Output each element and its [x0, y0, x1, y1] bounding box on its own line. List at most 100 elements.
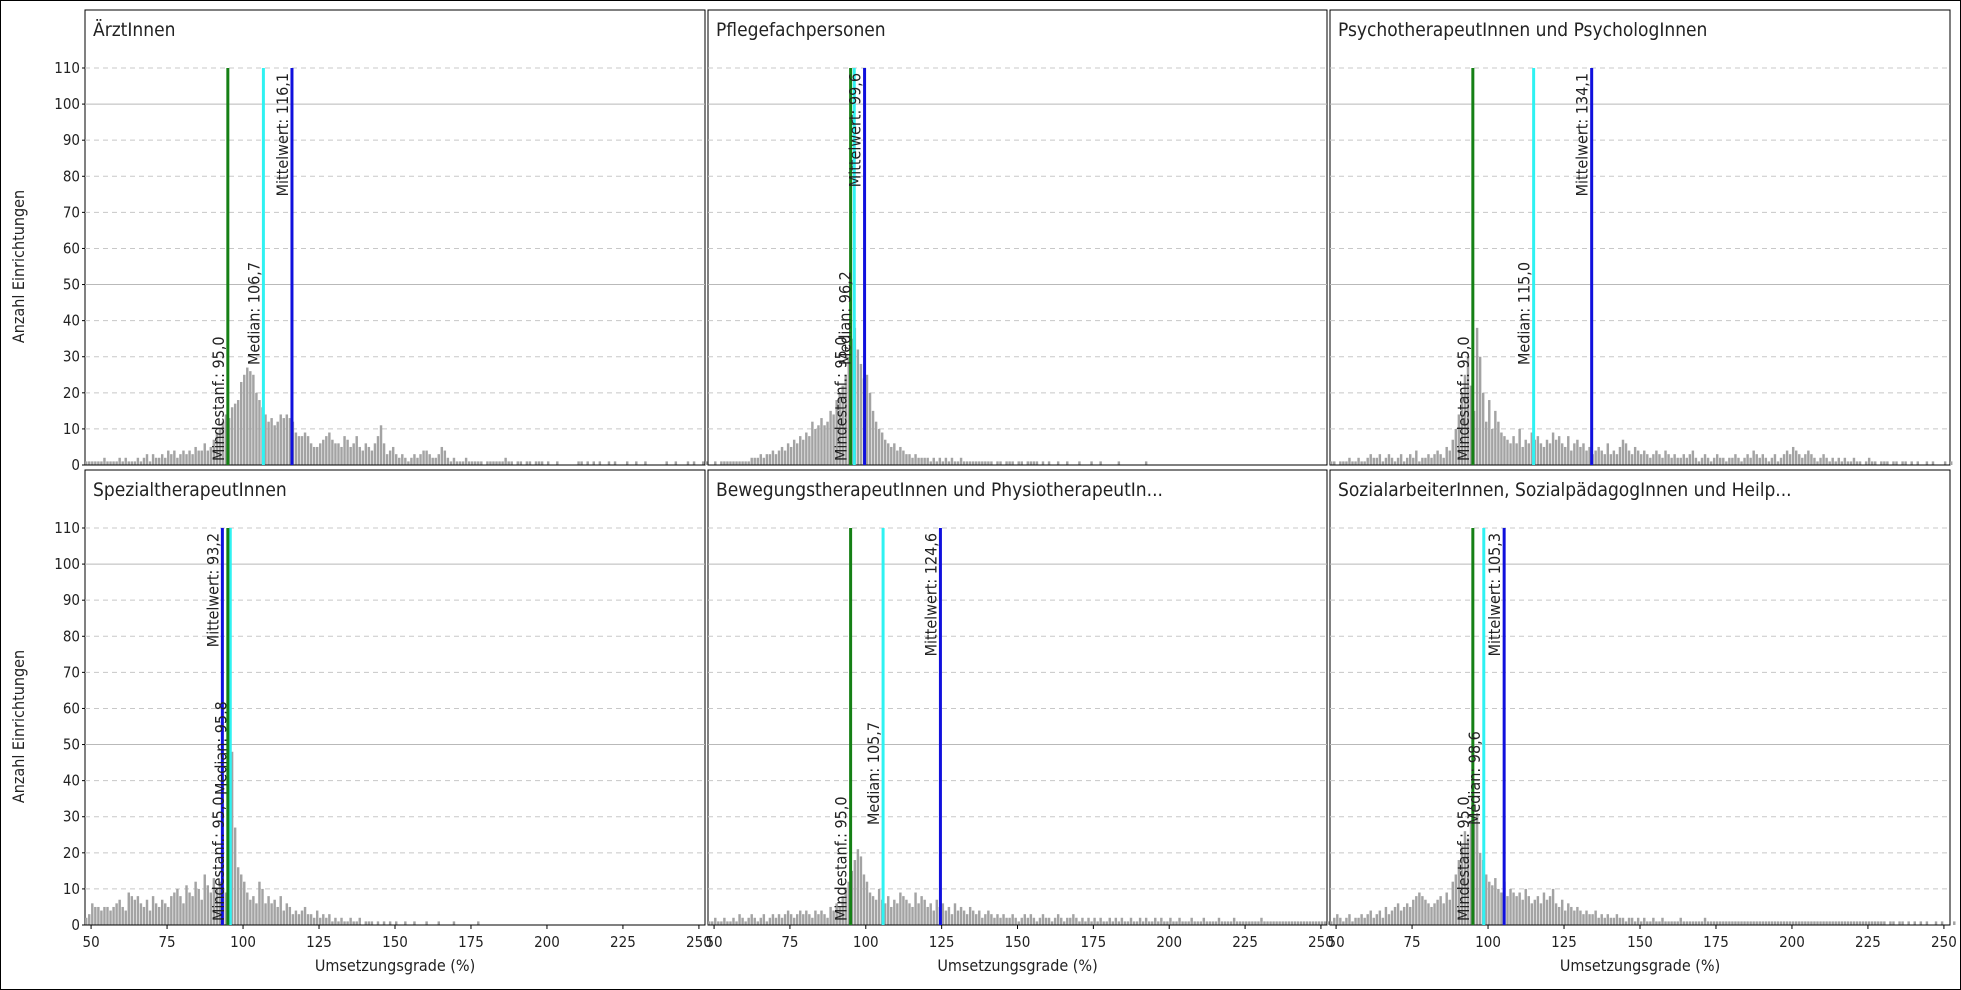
histogram-bar: [1132, 921, 1136, 925]
histogram-bar: [1220, 921, 1224, 925]
x-tick-label: 100: [853, 933, 879, 951]
histogram-bar: [1427, 903, 1430, 925]
histogram-bar: [1731, 457, 1734, 465]
histogram-bar: [1351, 921, 1354, 925]
histogram-bar: [1640, 921, 1643, 925]
histogram-bar: [437, 921, 440, 925]
histogram-bar: [607, 461, 611, 465]
histogram-bar: [1925, 921, 1929, 925]
histogram-bar: [1430, 457, 1433, 465]
histogram-bar: [777, 914, 781, 925]
histogram-bar: [97, 906, 100, 925]
histogram-bar: [285, 414, 289, 465]
histogram-bar: [1573, 443, 1576, 465]
histogram-bar: [185, 454, 188, 465]
histogram-bar: [255, 903, 258, 925]
panel-frame: [84, 469, 706, 926]
histogram-bar: [941, 461, 945, 465]
histogram-bar: [276, 421, 279, 465]
histogram-bar: [452, 921, 456, 925]
histogram-bar: [811, 421, 814, 465]
histogram-bar: [343, 921, 346, 925]
histogram-bar: [1181, 921, 1184, 925]
histogram-bar: [1867, 921, 1871, 925]
histogram-bar: [1205, 921, 1209, 925]
histogram-bar: [1925, 461, 1929, 465]
histogram-bar: [811, 917, 814, 925]
histogram-bar: [1393, 906, 1397, 925]
histogram-bar: [504, 457, 507, 465]
histogram-bar: [364, 443, 368, 465]
histogram-bar: [880, 432, 884, 465]
y-tick-label: 30: [63, 808, 80, 826]
histogram-bar: [352, 921, 355, 925]
histogram-bar: [1500, 892, 1503, 925]
histogram-bar: [1685, 457, 1689, 465]
y-tick-label: 40: [63, 312, 80, 330]
histogram-bar: [1603, 917, 1606, 925]
histogram-bar: [167, 450, 170, 465]
histogram-bar: [197, 888, 200, 925]
histogram-bar: [1527, 896, 1530, 925]
histogram-bar: [947, 906, 951, 925]
histogram-bar: [88, 461, 91, 465]
histogram-bar: [908, 454, 911, 465]
histogram-bar: [1497, 888, 1500, 925]
histogram-bar: [1439, 454, 1442, 465]
histogram-bar: [1916, 461, 1920, 465]
histogram-bar: [136, 457, 140, 465]
histogram-bar: [1764, 921, 1768, 925]
histogram-bar: [1801, 921, 1804, 925]
panel-4: Mittelwert: 93,2 Median: 95,8Mindestanf.:…: [9, 469, 720, 975]
histogram-bar: [416, 457, 419, 465]
histogram-bar: [1743, 921, 1746, 925]
x-tick-label: 50: [1327, 933, 1344, 951]
histogram-bar: [212, 439, 216, 465]
histogram-bar: [1287, 921, 1290, 925]
histogram-bar: [1655, 450, 1658, 465]
histogram-bar: [1278, 921, 1281, 925]
histogram-bar: [841, 385, 844, 465]
histogram-bar: [1026, 917, 1030, 925]
histogram-bar: [847, 881, 851, 925]
histogram-bar: [477, 461, 480, 465]
histogram-bar: [1512, 436, 1515, 465]
histogram-bar: [1299, 921, 1303, 925]
histogram-bar: [1384, 457, 1388, 465]
histogram-bar: [1864, 921, 1868, 925]
histogram-bar: [297, 914, 301, 925]
histogram-bar: [1649, 457, 1652, 465]
histogram-bar: [1211, 921, 1215, 925]
histogram-bar: [1160, 917, 1163, 925]
histogram-bar: [121, 906, 124, 925]
histogram-bar: [1448, 450, 1451, 465]
histogram-bar: [315, 910, 319, 925]
histogram-bar: [1330, 921, 1333, 925]
histogram-bar: [720, 921, 723, 925]
histogram-bar: [1901, 461, 1904, 465]
histogram-bar: [270, 903, 273, 925]
histogram-bar: [319, 443, 322, 465]
histogram-bar: [1810, 454, 1813, 465]
histogram-bar: [874, 421, 878, 465]
histogram-bar: [1372, 917, 1375, 925]
histogram-bar: [206, 450, 210, 465]
histogram-bar: [1548, 896, 1552, 925]
histogram-bar: [1740, 921, 1743, 925]
histogram-bar: [136, 896, 140, 925]
histogram-bar: [1497, 421, 1500, 465]
histogram-bar: [1633, 921, 1637, 925]
histogram-bar: [774, 454, 778, 465]
histogram-bar: [492, 461, 495, 465]
histogram-bar: [1402, 906, 1406, 925]
panel-title: Pflegefachpersonen: [716, 19, 886, 41]
histogram-bar: [449, 461, 453, 465]
histogram-bar: [1454, 428, 1458, 465]
histogram-bar: [516, 461, 520, 465]
histogram-bar: [1114, 917, 1118, 925]
reference-line-label: Mindestanf.: 95,0: [209, 796, 228, 921]
histogram-bar: [932, 457, 935, 465]
histogram-bar: [1825, 457, 1828, 465]
histogram-bar: [932, 910, 935, 925]
